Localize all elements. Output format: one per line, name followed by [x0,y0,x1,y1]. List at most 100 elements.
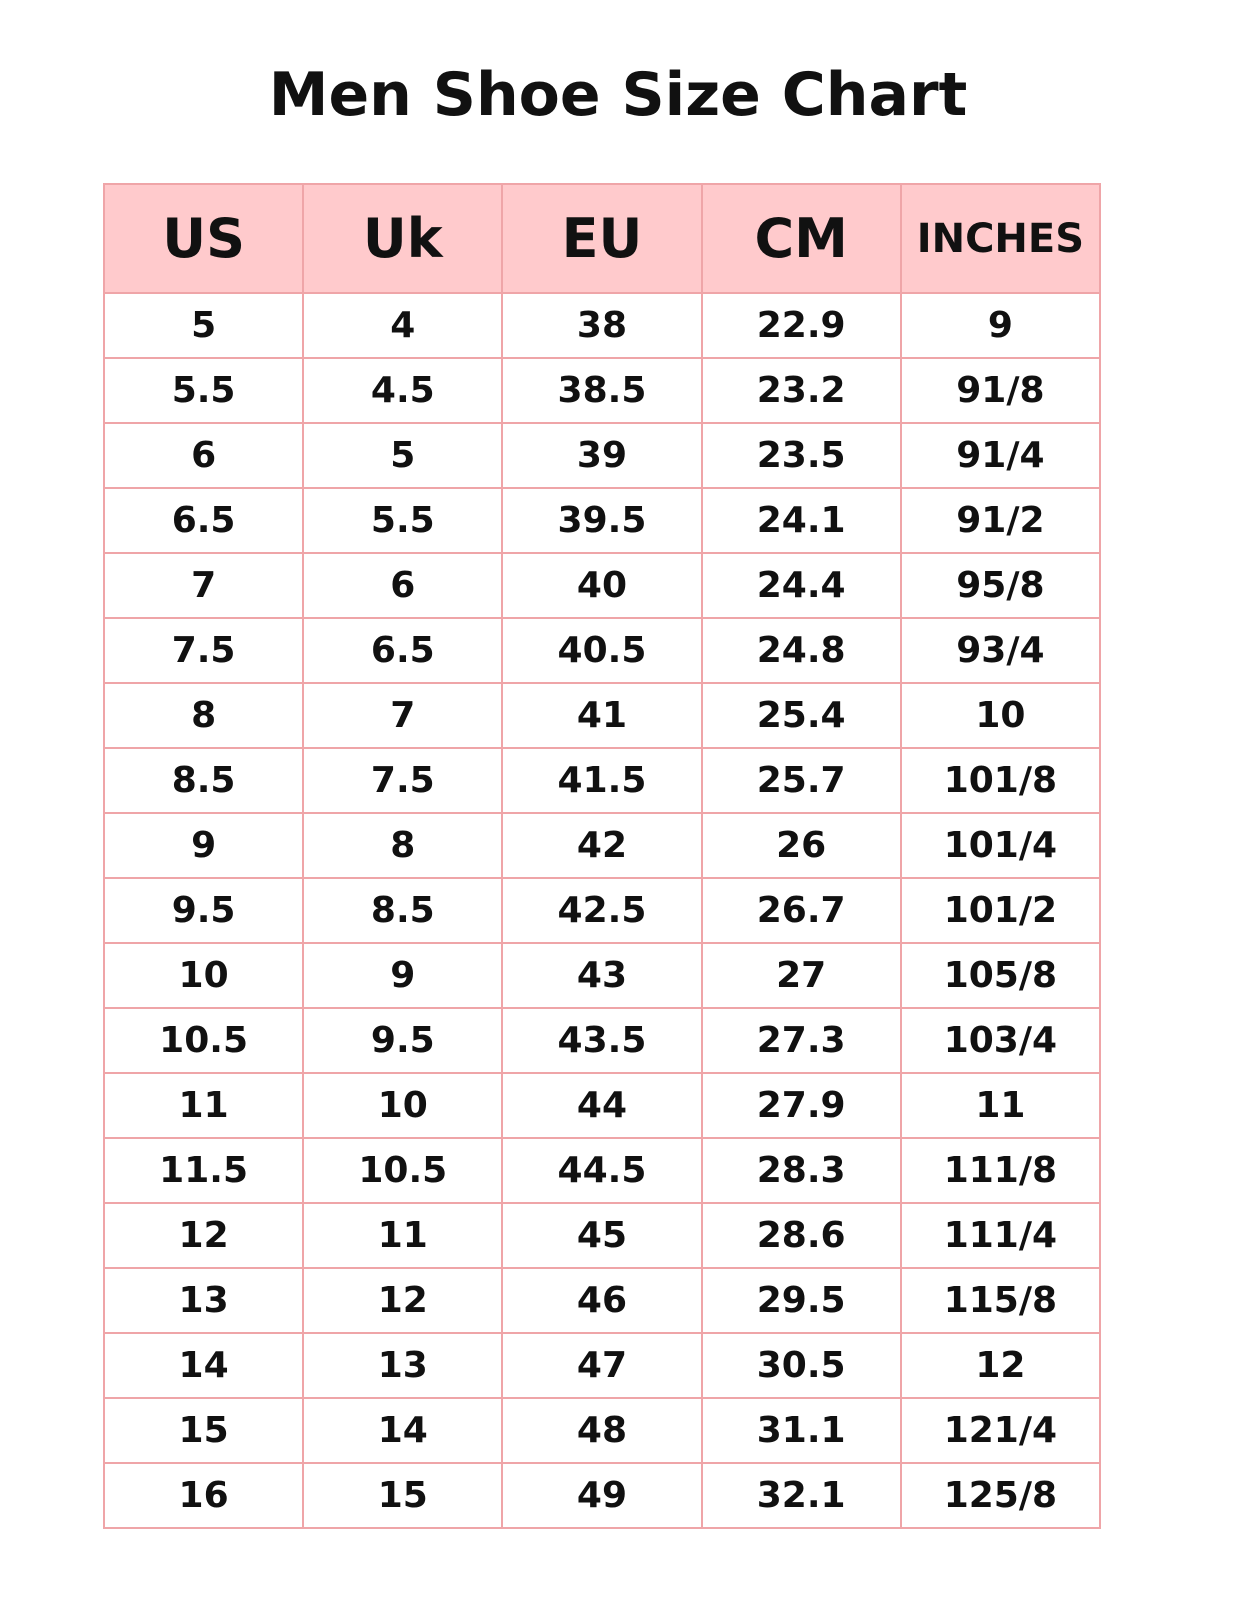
cell-us: 9.5 [102,877,305,944]
cell-inches: 103/4 [899,1007,1102,1074]
cell-us: 6 [102,422,305,489]
cell-uk: 10.5 [302,1137,504,1204]
cell-cm: 25.4 [700,682,902,749]
cell-us: 7.5 [102,617,305,684]
table-row: 7.5 6.5 40.5 24.8 93/4 [102,617,1102,684]
cell-cm: 29.5 [700,1267,902,1334]
cell-cm: 22.9 [700,292,902,359]
cell-uk: 11 [302,1202,504,1269]
cell-eu: 38 [501,292,703,359]
cell-inches: 111/8 [899,1137,1102,1204]
cell-cm: 31.1 [700,1397,902,1464]
table-row: 12 11 45 28.6 111/4 [102,1202,1102,1269]
cell-eu: 38.5 [501,357,703,424]
cell-cm: 23.5 [700,422,902,489]
table-row: 10.5 9.5 43.5 27.3 103/4 [102,1007,1102,1074]
cell-eu: 42 [501,812,703,879]
cell-uk: 7 [302,682,504,749]
cell-cm: 26.7 [700,877,902,944]
page-title: Men Shoe Size Chart [268,60,968,130]
table-row: 9 8 42 26 101/4 [102,812,1102,879]
cell-uk: 8 [302,812,504,879]
cell-inches: 115/8 [899,1267,1102,1334]
cell-us: 10.5 [102,1007,305,1074]
cell-inches: 10 [899,682,1102,749]
cell-eu: 39.5 [501,487,703,554]
cell-eu: 48 [501,1397,703,1464]
cell-inches: 95/8 [899,552,1102,619]
cell-uk: 13 [302,1332,504,1399]
cell-inches: 91/4 [899,422,1102,489]
cell-inches: 93/4 [899,617,1102,684]
cell-us: 9 [102,812,305,879]
table-row: 5 4 38 22.9 9 [102,292,1102,359]
cell-us: 13 [102,1267,305,1334]
cell-eu: 42.5 [501,877,703,944]
table-row: 10 9 43 27 105/8 [102,942,1102,1009]
header-uk: Uk [302,183,504,294]
cell-us: 14 [102,1332,305,1399]
cell-uk: 6 [302,552,504,619]
table-row: 16 15 49 32.1 125/8 [102,1462,1102,1529]
cell-uk: 6.5 [302,617,504,684]
cell-us: 5.5 [102,357,305,424]
cell-us: 6.5 [102,487,305,554]
cell-uk: 14 [302,1397,504,1464]
cell-uk: 12 [302,1267,504,1334]
cell-inches: 91/8 [899,357,1102,424]
cell-us: 16 [102,1462,305,1529]
cell-inches: 9 [899,292,1102,359]
cell-uk: 8.5 [302,877,504,944]
cell-uk: 7.5 [302,747,504,814]
header-inches: INCHES [899,183,1102,294]
cell-cm: 32.1 [700,1462,902,1529]
table-row: 11.5 10.5 44.5 28.3 111/8 [102,1137,1102,1204]
cell-inches: 101/8 [899,747,1102,814]
cell-inches: 105/8 [899,942,1102,1009]
cell-cm: 24.8 [700,617,902,684]
cell-us: 10 [102,942,305,1009]
cell-cm: 24.4 [700,552,902,619]
cell-inches: 12 [899,1332,1102,1399]
cell-eu: 41.5 [501,747,703,814]
cell-us: 11 [102,1072,305,1139]
cell-eu: 44 [501,1072,703,1139]
cell-cm: 28.6 [700,1202,902,1269]
cell-cm: 27.3 [700,1007,902,1074]
cell-cm: 27 [700,942,902,1009]
table-row: 5.5 4.5 38.5 23.2 91/8 [102,357,1102,424]
cell-eu: 39 [501,422,703,489]
cell-uk: 4 [302,292,504,359]
cell-cm: 27.9 [700,1072,902,1139]
cell-cm: 24.1 [700,487,902,554]
header-us: US [102,183,305,294]
header-row: US Uk EU CM INCHES [102,183,1102,294]
cell-uk: 10 [302,1072,504,1139]
cell-inches: 101/2 [899,877,1102,944]
cell-inches: 111/4 [899,1202,1102,1269]
cell-eu: 40.5 [501,617,703,684]
cell-inches: 125/8 [899,1462,1102,1529]
cell-eu: 47 [501,1332,703,1399]
table-row: 15 14 48 31.1 121/4 [102,1397,1102,1464]
table-row: 11 10 44 27.9 11 [102,1072,1102,1139]
cell-us: 8.5 [102,747,305,814]
cell-uk: 5.5 [302,487,504,554]
cell-eu: 49 [501,1462,703,1529]
cell-uk: 15 [302,1462,504,1529]
cell-cm: 26 [700,812,902,879]
table-row: 6.5 5.5 39.5 24.1 91/2 [102,487,1102,554]
cell-inches: 121/4 [899,1397,1102,1464]
header-eu: EU [501,183,703,294]
cell-us: 12 [102,1202,305,1269]
cell-uk: 5 [302,422,504,489]
cell-eu: 46 [501,1267,703,1334]
cell-eu: 43.5 [501,1007,703,1074]
cell-uk: 9 [302,942,504,1009]
cell-eu: 44.5 [501,1137,703,1204]
cell-eu: 41 [501,682,703,749]
cell-us: 11.5 [102,1137,305,1204]
table-row: 13 12 46 29.5 115/8 [102,1267,1102,1334]
cell-inches: 11 [899,1072,1102,1139]
table-row: 6 5 39 23.5 91/4 [102,422,1102,489]
